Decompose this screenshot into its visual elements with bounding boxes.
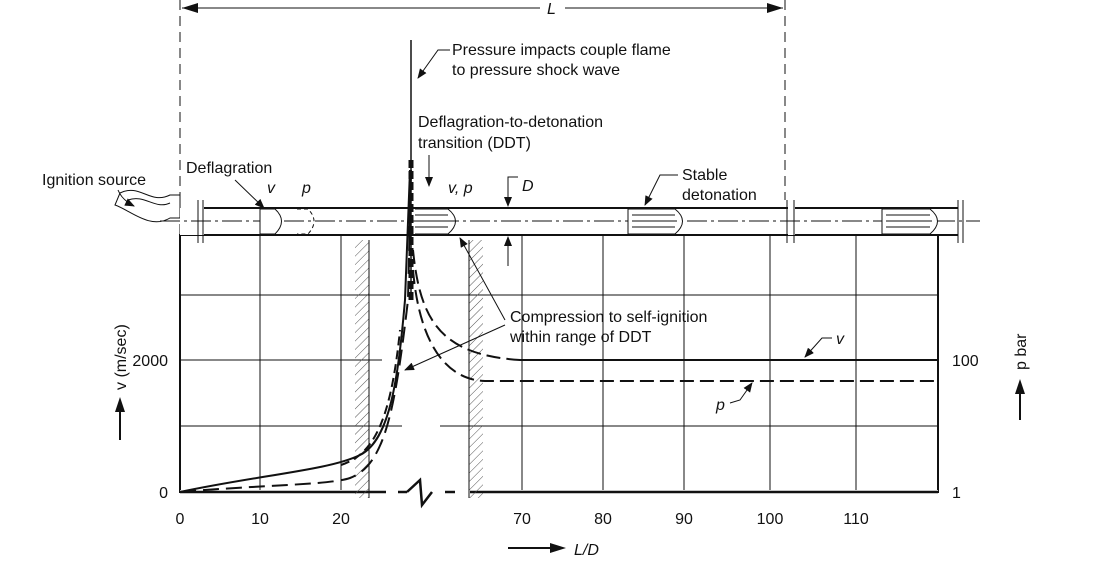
curve-v-label: v — [836, 331, 845, 348]
length-label: L — [547, 1, 556, 18]
y-right-tick: 100 — [952, 353, 979, 370]
pressure-impacts-text-2: to pressure shock wave — [452, 62, 620, 79]
diameter-label: D — [522, 178, 534, 195]
x-tick: 70 — [513, 511, 531, 528]
ignition-source-label: Ignition source — [42, 172, 146, 189]
x-axis-label: L/D — [574, 542, 599, 559]
hatch-band-ddt-start — [355, 240, 369, 498]
deflagration-p-label: p — [301, 180, 311, 197]
x-tick: 100 — [757, 511, 784, 528]
x-tick: 10 — [251, 511, 269, 528]
curve-p-label: p — [715, 397, 725, 414]
detonation-tube — [114, 40, 980, 300]
compression-label: Compression to self-ignition — [510, 309, 707, 326]
deflagration-v-label: v — [267, 180, 276, 197]
y-left-tick: 0 — [159, 485, 168, 502]
ddt-text-2: transition (DDT) — [418, 135, 531, 152]
x-tick: 110 — [843, 511, 869, 528]
deflagration-label: Deflagration — [186, 160, 272, 177]
ddt-text: Deflagration-to-detonation — [418, 114, 603, 131]
annotations: Pressure impacts couple flame to pressur… — [42, 42, 845, 414]
x-tick: 80 — [594, 511, 612, 528]
pressure-curve — [179, 169, 412, 493]
x-tick: 0 — [176, 511, 185, 528]
compression-label-2: within range of DDT — [509, 329, 652, 346]
stable-detonation-label: Stable — [682, 167, 727, 184]
y-left-tick: 2000 — [132, 353, 168, 370]
ddt-vp-label: v, p — [448, 180, 473, 197]
curves — [179, 169, 938, 493]
y-right-axis-label: p bar — [1013, 333, 1030, 370]
axes: 0 2000 1 100 0 10 20 70 80 90 100 110 L/… — [113, 324, 1030, 559]
hatch-band-ddt-end — [469, 240, 483, 498]
x-tick: 90 — [675, 511, 693, 528]
y-left-axis-label: v (m/sec) — [113, 324, 130, 390]
plot-grid — [179, 234, 939, 509]
ignition-flame-icon — [114, 189, 181, 223]
stable-detonation-label-2: detonation — [682, 187, 757, 204]
x-tick: 20 — [332, 511, 350, 528]
y-right-tick: 1 — [952, 485, 961, 502]
pressure-impacts-text: Pressure impacts couple flame — [452, 42, 671, 59]
